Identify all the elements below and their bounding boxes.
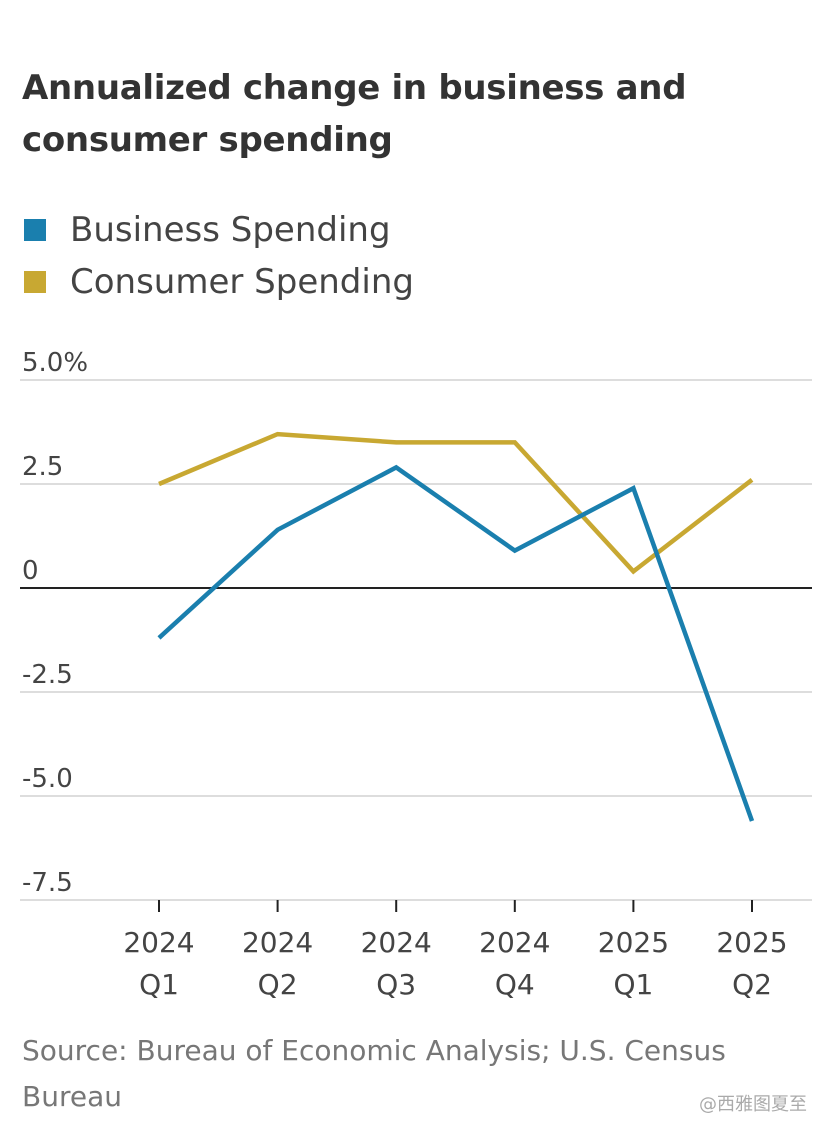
x-tick-label-quarter: Q2 <box>258 968 298 1001</box>
chart-legend: Business Spending Consumer Spending <box>24 204 414 308</box>
x-tick-label-year: 2025 <box>598 926 669 959</box>
legend-swatch-consumer <box>24 271 46 293</box>
x-tick-label-quarter: Q1 <box>139 968 179 1001</box>
y-tick-label: -2.5 <box>22 660 73 690</box>
legend-label-consumer: Consumer Spending <box>70 262 414 302</box>
y-tick-label: 0 <box>22 556 39 586</box>
chart-title: Annualized change in business and consum… <box>22 68 687 160</box>
y-tick-label: -5.0 <box>22 764 73 794</box>
legend-label-business: Business Spending <box>70 210 391 250</box>
x-tick-label-year: 2025 <box>716 926 787 959</box>
y-tick-label: 2.5 <box>22 452 63 482</box>
legend-swatch-business <box>24 219 46 241</box>
x-tick-label-quarter: Q1 <box>613 968 653 1001</box>
business-spending-line <box>157 464 755 822</box>
x-tick-label-year: 2024 <box>361 926 432 959</box>
legend-item-consumer: Consumer Spending <box>24 256 414 308</box>
x-tick-label-year: 2024 <box>242 926 313 959</box>
line-chart: 5.0% 2.5 0 -2.5 -5.0 -7.5 2024 Q1 2024 Q2 2024 Q3 20… <box>20 348 812 1001</box>
x-tick-label-quarter: Q3 <box>376 968 416 1001</box>
x-tick-label-quarter: Q4 <box>495 968 535 1001</box>
y-tick-label: 5.0% <box>22 348 88 378</box>
x-tick-label-year: 2024 <box>123 926 194 959</box>
legend-item-business: Business Spending <box>24 204 414 256</box>
source-note: Source: Bureau of Economic Analysis; U.S… <box>22 1034 726 1113</box>
x-tick-label-quarter: Q2 <box>732 968 772 1001</box>
consumer-spending-line <box>158 431 754 575</box>
watermark: @西雅图夏至 <box>699 1094 807 1115</box>
y-tick-label: -7.5 <box>22 868 73 898</box>
x-tick-label-year: 2024 <box>479 926 550 959</box>
